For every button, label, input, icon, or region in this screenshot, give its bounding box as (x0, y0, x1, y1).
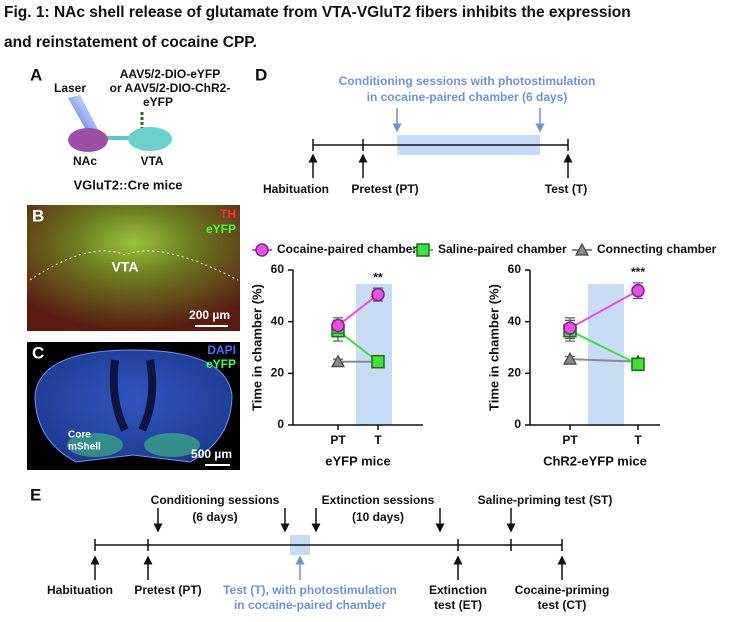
marker (330, 354, 346, 368)
arrows (90, 508, 567, 580)
stain: eYFP (206, 357, 236, 371)
legend-label: Saline-paired chamber (438, 242, 567, 256)
panel-label: B (32, 206, 44, 225)
annotation: ** (373, 270, 383, 284)
label: VGluT2::Cre mice (73, 177, 182, 192)
laser-beam (68, 95, 100, 137)
scale: 500 µm (191, 447, 232, 461)
marker (371, 354, 385, 369)
x-tick-label: T (634, 433, 642, 447)
x-axis-label: eYFP mice (325, 453, 391, 468)
y-tick-label: 40 (271, 314, 285, 328)
marker (562, 351, 578, 365)
series-line (569, 289, 639, 330)
legend-label: Connecting chamber (597, 242, 717, 256)
nac (67, 433, 123, 457)
note: Conditioning sessions with photostimulat… (339, 74, 596, 88)
series-line (569, 358, 639, 363)
annotation: *** (631, 265, 645, 279)
panel-label: A (30, 65, 42, 84)
y-tick-label: 60 (271, 262, 285, 276)
x-axis-label: ChR2-eYFP mice (543, 453, 647, 468)
stain: eYFP (206, 222, 236, 236)
legend-marker (255, 243, 269, 257)
y-axis-label: Time in chamber (%) (249, 284, 264, 411)
label: Pretest (PT) (351, 182, 418, 196)
series-line (337, 293, 379, 327)
caption: Fig. 1: NAc shell release of glutamate f… (4, 4, 631, 21)
caption: and reinstatement of cocaine CPP. (4, 34, 257, 51)
label: AAV5/2-DIO-eYFP (120, 67, 220, 81)
label: Test (T) (545, 182, 587, 196)
label: Pretest (PT) (134, 583, 201, 597)
label: test (CT) (538, 598, 587, 612)
label: Laser (54, 81, 86, 95)
marker (631, 357, 645, 372)
label: Test (T), with photostimulation (223, 583, 397, 597)
label: Core (68, 430, 91, 441)
y-tick-label: 60 (508, 262, 522, 276)
label: eYFP (143, 95, 173, 109)
label: test (ET) (434, 598, 482, 612)
label: (6 days) (192, 510, 237, 524)
label: VTA (112, 259, 139, 275)
outline (29, 250, 239, 281)
marker (371, 287, 385, 302)
marker (563, 321, 577, 335)
nac (68, 128, 108, 152)
note: in cocaine-paired chamber (6 days) (367, 90, 568, 104)
nac (144, 433, 200, 457)
y-tick-label: 40 (508, 314, 522, 328)
label: Habituation (263, 182, 329, 196)
x-tick-label: PT (330, 433, 346, 447)
marker (631, 283, 645, 298)
label: Extinction (429, 583, 487, 597)
y-tick-label: 0 (277, 417, 284, 431)
label: Extinction sessions (322, 493, 435, 507)
micrograph (27, 205, 240, 331)
label: or AAV5/2-DIO-ChR2- (110, 81, 231, 95)
ventricle (109, 359, 157, 432)
ticks (308, 108, 573, 178)
vta (128, 127, 172, 151)
panel-label: E (30, 485, 41, 504)
label: VTA (140, 154, 163, 168)
panel-label: D (255, 65, 267, 84)
scale: 200 µm (189, 308, 230, 322)
label: (10 days) (352, 510, 404, 524)
label: NAc (73, 154, 97, 168)
y-tick-label: 20 (271, 366, 285, 380)
y-tick-label: 20 (508, 366, 522, 380)
label: Conditioning sessions (151, 493, 280, 507)
label: mShell (68, 442, 101, 453)
stain: TH (220, 207, 236, 221)
stim-band (356, 284, 392, 425)
brain (34, 349, 233, 463)
stain: DAPI (207, 343, 236, 357)
label: Habituation (47, 583, 113, 597)
label: in cocaine-paired chamber (234, 598, 386, 612)
legend-marker (574, 242, 590, 256)
label: Cocaine-priming (515, 583, 610, 597)
x-tick-label: PT (562, 433, 578, 447)
panel-label: C (32, 343, 44, 362)
x-tick-label: T (374, 433, 382, 447)
series-line (569, 329, 639, 366)
legend-marker (416, 243, 430, 257)
label: Saline-priming test (ST) (478, 493, 613, 507)
y-tick-label: 0 (514, 417, 521, 431)
legend-label: Cocaine-paired chamber (277, 242, 417, 256)
y-axis-label: Time in chamber (%) (486, 284, 501, 411)
marker (331, 318, 345, 333)
